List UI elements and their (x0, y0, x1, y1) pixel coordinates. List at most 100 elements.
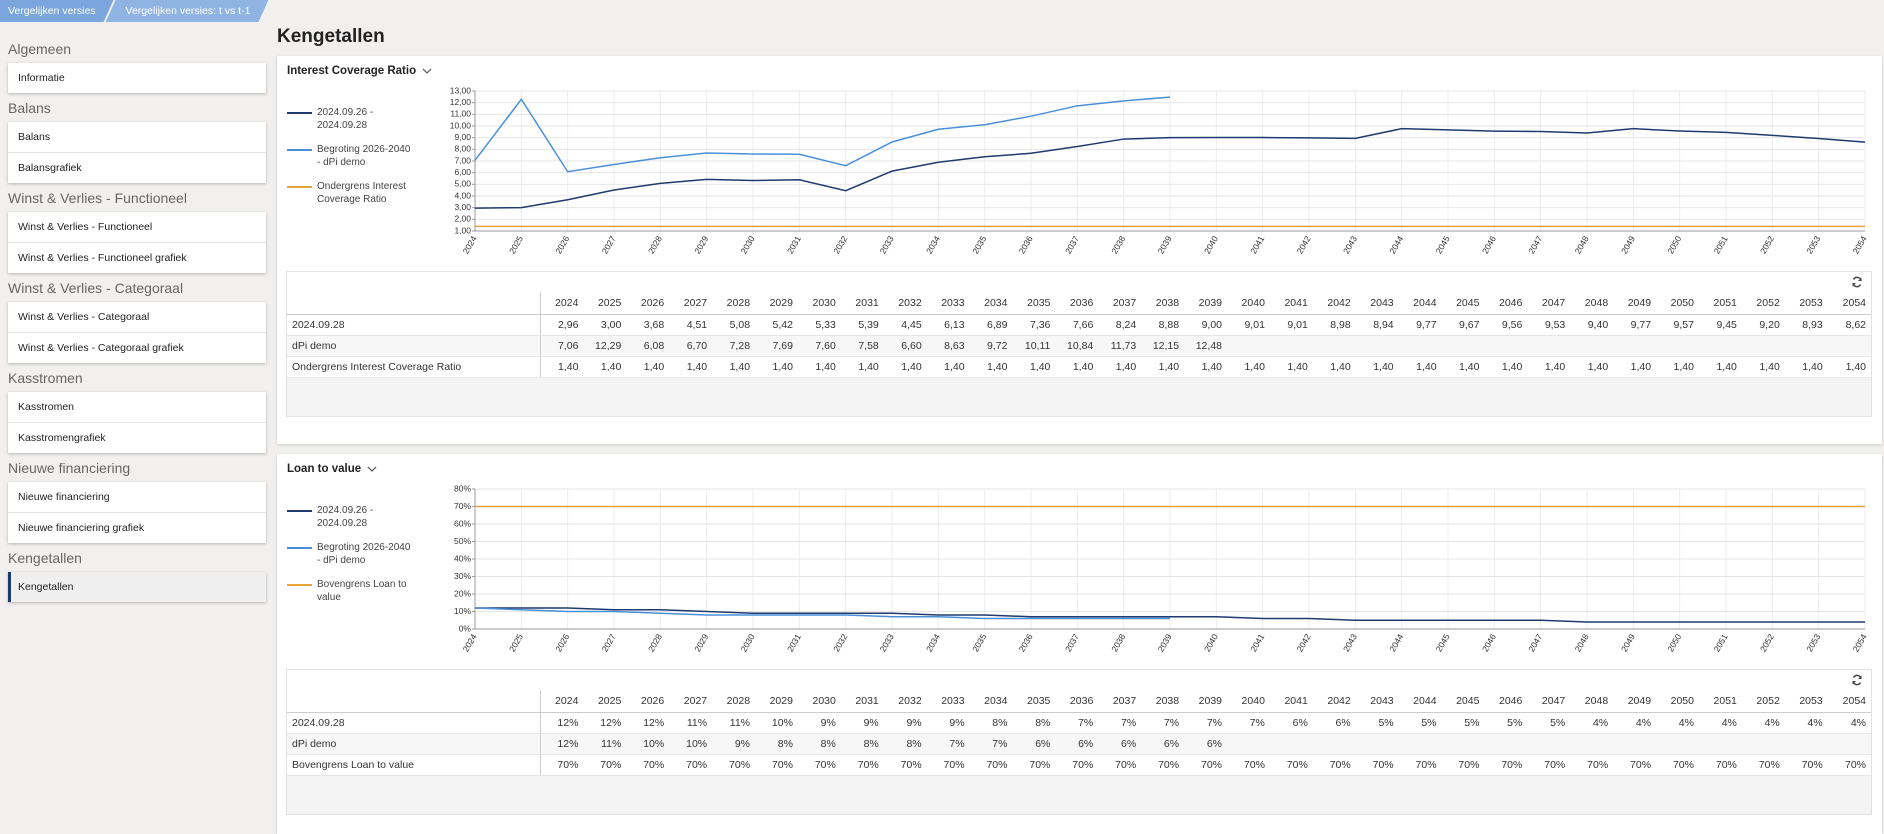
column-header: 2026 (626, 292, 670, 315)
x-tick-label: 2043 (1341, 234, 1359, 256)
y-tick-label: 3,00 (454, 202, 471, 212)
legend-swatch (287, 547, 312, 549)
legend-item[interactable]: 2024.09.26 - 2024.09.28 (287, 106, 412, 132)
table-cell: 9,57 (1656, 314, 1699, 336)
table-cell: 1,40 (1527, 356, 1571, 378)
legend-item[interactable]: Ondergrens Interest Coverage Ratio (287, 180, 412, 206)
column-header: 2032 (883, 690, 927, 713)
column-header: 2040 (1227, 292, 1270, 315)
table-cell: 1,40 (840, 356, 884, 378)
column-header: 2034 (969, 690, 1013, 713)
column-header: 2039 (1184, 292, 1227, 315)
menu-item[interactable]: Nieuwe financiering grafiek (18, 522, 145, 534)
column-header: 2049 (1613, 292, 1657, 315)
table-cell: 70% (1398, 754, 1442, 776)
column-header: 2038 (1141, 690, 1185, 713)
table-cell: 10,11 (1012, 335, 1056, 357)
table-cell: 70% (1698, 754, 1742, 776)
table-cell: 7,58 (840, 335, 884, 357)
refresh-icon[interactable] (1851, 674, 1863, 686)
table-cell: 8% (1012, 712, 1056, 734)
refresh-head (1852, 277, 1862, 287)
x-tick-label: 2053 (1804, 632, 1822, 654)
column-header: 2024 (540, 292, 584, 315)
empty-cell (1698, 733, 1742, 755)
x-tick-label: 2046 (1480, 632, 1498, 654)
menu-item[interactable]: Kengetallen (8, 572, 266, 602)
legend-item[interactable]: 2024.09.26 - 2024.09.28 (287, 504, 412, 530)
empty-cell (1613, 733, 1657, 755)
data-table: 2024 2025 2026 2027 2028 2029 2030 2031 2032 2033… (286, 669, 1872, 815)
x-tick-label: 2032 (831, 234, 849, 256)
table-cell: 9,45 (1698, 314, 1742, 336)
table-cell: 1,40 (669, 356, 713, 378)
table-cell: 1,40 (1741, 356, 1785, 378)
column-header: 2031 (840, 292, 884, 315)
table-cell: 8,62 (1827, 314, 1871, 336)
legend-item[interactable]: Bovengrens Loan to value (287, 578, 412, 604)
chart-panel: Loan to value 2024.09.26 - 2024.09.28 Begr… (277, 454, 1882, 834)
x-tick-label: 2044 (1387, 234, 1405, 256)
dropdown-icon[interactable] (367, 466, 377, 473)
table-cell: 70% (1784, 754, 1828, 776)
legend-item[interactable]: Begroting 2026-2040 - dPi demo (287, 541, 412, 567)
legend-item[interactable]: Begroting 2026-2040 - dPi demo (287, 143, 412, 169)
x-tick-label: 2031 (785, 632, 803, 654)
column-header: 2039 (1184, 690, 1227, 713)
table-cell: 8,93 (1784, 314, 1828, 336)
menu-item[interactable]: Balansgrafiek (18, 162, 82, 174)
table-cell: 12% (626, 712, 670, 734)
refresh-icon[interactable] (1851, 276, 1863, 288)
y-tick-label: 80% (454, 483, 471, 493)
table-row: dPi demo 12% 11% 10% 10% 9% 8% 8% 8% 8% 7% 7% 6% 6% 6%… (287, 733, 1871, 755)
column-header: 2035 (1012, 292, 1056, 315)
x-tick-label: 2033 (878, 632, 896, 654)
table-cell: 9,77 (1398, 314, 1442, 336)
table-cell: 70% (1012, 754, 1056, 776)
empty-cell (1441, 733, 1485, 755)
menu-item[interactable]: Nieuwe financiering (8, 482, 266, 513)
table-cell: 9,56 (1484, 314, 1528, 336)
x-tick-label: 2035 (970, 234, 988, 256)
menu-item[interactable]: Balans (8, 122, 266, 153)
x-tick-label: 2035 (970, 632, 988, 654)
menu-item[interactable]: Kasstromen (8, 392, 266, 423)
breadcrumb[interactable]: Vergelijken versies: t vs t-1 (106, 0, 269, 22)
menu-item[interactable]: Informatie (18, 72, 65, 84)
table-cell: 4% (1698, 712, 1742, 734)
row-label: Bovengrens Loan to value (287, 754, 541, 776)
x-tick-label: 2026 (553, 632, 571, 654)
y-tick-label: 1,00 (454, 225, 471, 235)
menu-item[interactable]: Kasstromengrafiek (18, 432, 106, 444)
empty-cell (1441, 335, 1485, 357)
table-cell: 4,45 (883, 314, 927, 336)
table-cell: 10% (669, 733, 713, 755)
x-tick-label: 2030 (739, 234, 757, 256)
chart-title[interactable]: Interest Coverage Ratio (287, 65, 432, 77)
column-header: 2043 (1355, 690, 1399, 713)
column-header: 2053 (1784, 292, 1828, 315)
dropdown-icon[interactable] (422, 68, 432, 75)
x-tick-label: 2044 (1387, 632, 1405, 654)
table-cell: 8,98 (1312, 314, 1356, 336)
table-cell: 8% (969, 712, 1013, 734)
empty-cell (1570, 335, 1614, 357)
menu-item[interactable]: Winst & Verlies - Categoraal (8, 302, 266, 333)
table-cell: 5% (1441, 712, 1485, 734)
table-cell: 7% (1141, 712, 1185, 734)
menu-item[interactable]: Winst & Verlies - Functioneel (8, 212, 266, 243)
menu-item[interactable]: Winst & Verlies - Categoraal grafiek (18, 342, 184, 354)
legend-label: Begroting 2026-2040 - dPi demo (317, 144, 411, 168)
column-header: 2035 (1012, 690, 1056, 713)
breadcrumb[interactable]: Vergelijken versies (0, 0, 114, 22)
table-cell: 12,29 (583, 335, 627, 357)
section-title: Winst & Verlies - Functioneel (8, 190, 187, 206)
column-header: 2033 (926, 690, 970, 713)
table-cell: 4% (1741, 712, 1785, 734)
x-tick-label: 2045 (1434, 234, 1452, 256)
menu-item[interactable]: Winst & Verlies - Functioneel grafiek (18, 252, 187, 264)
chart-title[interactable]: Loan to value (287, 463, 377, 475)
column-header: 2047 (1527, 690, 1571, 713)
section-menu: Balans Balansgrafiek (8, 122, 266, 183)
